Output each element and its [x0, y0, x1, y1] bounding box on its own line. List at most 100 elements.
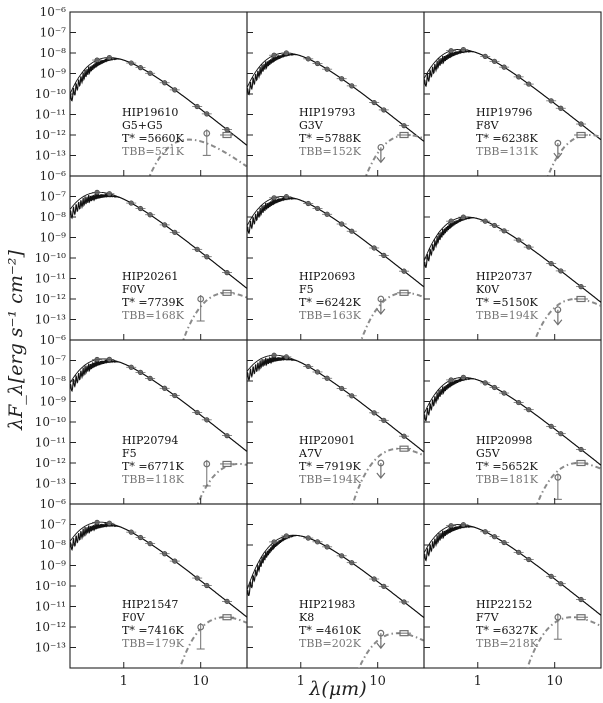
- star-name: HIP22152: [476, 598, 532, 611]
- tbb-label: TBB=131K: [476, 145, 539, 158]
- photosphere-spectrum: [247, 52, 424, 142]
- y-tick-label: 10⁻¹²: [35, 620, 66, 634]
- y-tick-label: 10⁻⁸: [40, 374, 67, 388]
- blackbody-fit: [546, 134, 601, 176]
- star-name: HIP20737: [476, 270, 532, 283]
- blackbody-fit: [351, 447, 424, 504]
- y-tick-label: 10⁻¹⁰: [35, 251, 66, 265]
- star-name: HIP19796: [476, 106, 532, 119]
- upper-limit-head: [376, 156, 386, 164]
- teff-label: T* =6238K: [476, 132, 539, 145]
- blackbody-fit: [360, 291, 424, 340]
- photosphere-model: [424, 376, 601, 466]
- spectral-type: G5V: [476, 447, 501, 460]
- y-tick-label: 10⁻⁷: [40, 354, 67, 368]
- y-tick-label: 10⁻⁸: [40, 210, 67, 224]
- y-tick-label: 10⁻¹²: [35, 292, 66, 306]
- plot-area: [70, 54, 247, 176]
- tbb-label: TBB=202K: [299, 637, 362, 650]
- x-tick-label: 1: [474, 674, 482, 689]
- blackbody-fit: [364, 134, 424, 176]
- y-tick-label: 10⁻⁷: [40, 190, 67, 204]
- y-tick-label: 10⁻¹¹: [35, 436, 66, 450]
- star-name: HIP21547: [122, 598, 178, 611]
- spectral-type: K0V: [476, 283, 500, 296]
- teff-label: T* =4610K: [299, 624, 362, 637]
- y-tick-label: 10⁻⁸: [40, 46, 67, 60]
- plot-area: [247, 352, 424, 504]
- y-tick-label: 10⁻¹⁰: [35, 579, 66, 593]
- tbb-label: TBB=181K: [476, 473, 539, 486]
- y-tick-label: 10⁻⁶: [40, 169, 67, 183]
- y-tick-label: 10⁻¹³: [35, 641, 66, 655]
- plot-area: [424, 46, 601, 176]
- spectral-type: F5: [299, 283, 314, 296]
- y-tick-label: 10⁻¹¹: [35, 600, 66, 614]
- upper-limit-head: [376, 308, 386, 315]
- plot-area: [424, 214, 601, 340]
- photosphere-model: [247, 534, 424, 618]
- spectral-type: K8: [299, 611, 314, 624]
- star-name: HIP20794: [122, 434, 178, 447]
- plot-area: [424, 522, 601, 668]
- teff-label: T* =5150K: [476, 296, 539, 309]
- y-tick-label: 10⁻⁶: [40, 333, 67, 347]
- upper-limit-head: [553, 152, 563, 160]
- teff-label: T* =5788K: [299, 132, 362, 145]
- teff-label: T* =5652K: [476, 460, 539, 473]
- blackbody-fit: [358, 632, 424, 668]
- teff-label: T* =6771K: [122, 460, 185, 473]
- x-axis-title: λ(μm): [308, 678, 366, 700]
- y-tick-label: 10⁻¹⁰: [35, 87, 66, 101]
- spectral-type: F0V: [122, 283, 146, 296]
- x-tick-label: 1: [120, 674, 128, 689]
- y-tick-label: 10⁻⁶: [40, 497, 67, 511]
- star-name: HIP20693: [299, 270, 355, 283]
- y-tick-label: 10⁻⁷: [40, 26, 67, 40]
- blackbody-fit: [536, 462, 601, 504]
- teff-label: T* =7739K: [122, 296, 185, 309]
- spectral-type: A7V: [298, 447, 323, 460]
- star-name: HIP21983: [299, 598, 355, 611]
- photosphere-model: [424, 48, 601, 141]
- upper-limit-head: [376, 642, 386, 650]
- star-name: HIP20261: [122, 270, 178, 283]
- y-tick-label: 10⁻⁹: [40, 231, 67, 245]
- photosphere-spectrum: [424, 216, 601, 303]
- photosphere-model: [247, 52, 424, 142]
- upper-limit-head: [553, 319, 563, 326]
- x-tick-label: 10: [192, 674, 209, 689]
- plot-area: [247, 533, 424, 668]
- star-name: HIP19610: [122, 106, 178, 119]
- star-name: HIP20998: [476, 434, 532, 447]
- y-tick-label: 10⁻¹³: [35, 313, 66, 327]
- y-tick-label: 10⁻¹²: [35, 128, 66, 142]
- star-name: HIP19793: [299, 106, 355, 119]
- teff-label: T* =7919K: [299, 460, 362, 473]
- y-tick-label: 10⁻⁹: [40, 395, 67, 409]
- spectral-type: G5+G5: [122, 119, 163, 132]
- plot-area: [247, 50, 424, 176]
- tbb-label: TBB=163K: [299, 309, 362, 322]
- teff-label: T* =6327K: [476, 624, 539, 637]
- axis-titles: λF_λ[erg s⁻¹ cm⁻²] λ(μm): [5, 249, 367, 700]
- tbb-label: TBB=194K: [476, 309, 539, 322]
- y-tick-label: 10⁻⁹: [40, 559, 67, 573]
- teff-label: T* =6242K: [299, 296, 362, 309]
- y-tick-label: 10⁻¹³: [35, 477, 66, 491]
- y-tick-label: 10⁻¹²: [35, 456, 66, 470]
- blackbody-fit: [196, 462, 247, 504]
- y-tick-label: 10⁻⁹: [40, 67, 67, 81]
- spectral-type: F7V: [476, 611, 500, 624]
